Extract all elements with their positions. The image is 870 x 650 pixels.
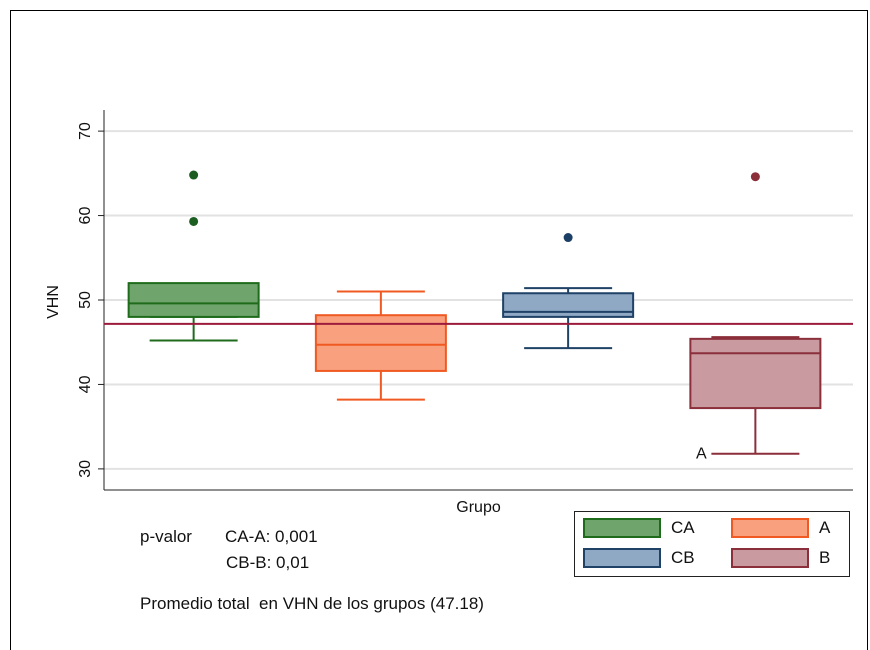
outlier-CA-1 <box>189 170 199 180</box>
legend-item-B: B <box>731 548 830 568</box>
x-axis-title: Grupo <box>456 499 501 516</box>
box-plot-chart: 30 40 50 60 70 VHN Grupo A <box>45 110 853 516</box>
boxes-layer <box>127 170 822 455</box>
mean-note: Promedio total en VHN de los grupos (47.… <box>140 594 484 613</box>
legend-label-A: A <box>819 518 831 537</box>
legend-swatch-CA <box>583 518 661 538</box>
labels-layer: A <box>696 446 707 463</box>
axis-layer: 30 40 50 60 70 VHN Grupo <box>45 110 853 516</box>
y-tick-label-60: 60 <box>77 207 94 225</box>
legend: CA A CB B <box>574 511 850 577</box>
y-tick-label-40: 40 <box>77 375 94 393</box>
y-tick-label-70: 70 <box>77 122 94 140</box>
outlier-CA-0 <box>189 216 199 226</box>
iqr-box-B <box>689 337 822 410</box>
legend-label-CB: CB <box>671 548 695 567</box>
annotation-0: A <box>696 446 707 463</box>
legend-label-CA: CA <box>671 518 695 537</box>
box-B <box>689 172 822 455</box>
y-axis-title: VHN <box>45 285 62 319</box>
legend-item-CA: CA <box>583 518 695 538</box>
pvalue-cb-b: CB-B: 0,01 <box>226 553 310 572</box>
chart-frame <box>10 10 868 650</box>
legend-item-A: A <box>731 518 830 538</box>
legend-swatch-A <box>731 518 809 538</box>
pvalue-ca-a: CA-A: 0,001 <box>225 527 318 546</box>
legend-item-CB: CB <box>583 548 695 568</box>
box-A <box>314 290 447 401</box>
iqr-box-CB <box>502 292 635 318</box>
y-tick-label-30: 30 <box>77 460 94 478</box>
pvalue-label: p-valor <box>140 527 192 546</box>
iqr-box-CA <box>127 282 260 318</box>
outlier-B-0 <box>750 172 760 182</box>
legend-swatch-CB <box>583 548 661 568</box>
legend-label-B: B <box>819 548 831 567</box>
legend-swatch-B <box>731 548 809 568</box>
outlier-CB-0 <box>563 233 573 243</box>
y-tick-label-50: 50 <box>77 291 94 309</box>
box-CB <box>502 233 635 350</box>
box-CA <box>127 170 260 342</box>
